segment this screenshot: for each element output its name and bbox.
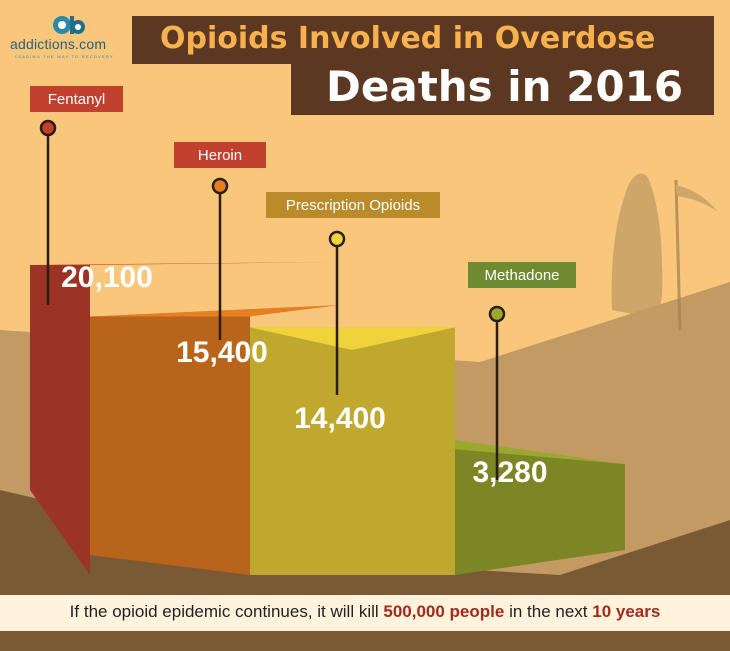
logo-mark-icon [53,16,85,34]
callout-marker-fentanyl-icon [39,119,57,137]
category-label-prescription-opioids: Prescription Opioids [286,197,420,214]
reaper-silhouette-icon [611,173,718,331]
category-label-methadone: Methadone [484,267,559,284]
title-line-2: Deaths in 2016 [326,62,684,111]
brand-logo: addictions.com LEADING THE WAY TO RECOVE… [10,12,130,62]
footer-banner [0,595,730,631]
title-band-2 [291,61,714,115]
logo-tagline: LEADING THE WAY TO RECOVERY [15,54,114,59]
title-band-1 [132,16,714,64]
value-label-methadone: 3,280 [472,456,547,489]
bar-top-heroin [90,305,340,317]
category-label-fentanyl: Fentanyl [48,91,106,108]
value-label-heroin: 15,400 [176,336,268,369]
footer-highlight-years: 10 years [592,602,661,621]
footer-highlight-people: 500,000 people [383,602,505,621]
value-label-fentanyl: 20,100 [61,261,153,294]
footer-text-before: If the opioid epidemic continues, it wil… [69,602,384,621]
category-label-box-methadone [468,262,576,288]
logo-text: addictions.com [10,36,107,52]
category-label-heroin: Heroin [198,147,242,164]
bar-top-fentanyl [30,262,335,265]
callout-marker-methadone-icon [488,305,506,323]
value-label-prescription-opioids: 14,400 [294,402,386,435]
bar-top-prescription-opioids [250,327,455,350]
bar-front-methadone [455,449,625,575]
category-label-box-heroin [174,142,266,168]
bar-front-prescription-opioids [250,327,455,575]
callout-marker-prescription-opioids-icon [328,230,346,248]
bar-front-fentanyl [30,265,90,575]
bar-front-heroin [90,316,250,575]
category-label-box-prescription-opioids [266,192,440,218]
title-line-1: Opioids Involved in Overdose [160,21,656,56]
footer-message: If the opioid epidemic continues, it wil… [0,602,730,622]
footer-text-middle: in the next [504,602,593,621]
callout-marker-heroin-icon [211,177,229,195]
category-label-box-fentanyl [30,86,123,112]
